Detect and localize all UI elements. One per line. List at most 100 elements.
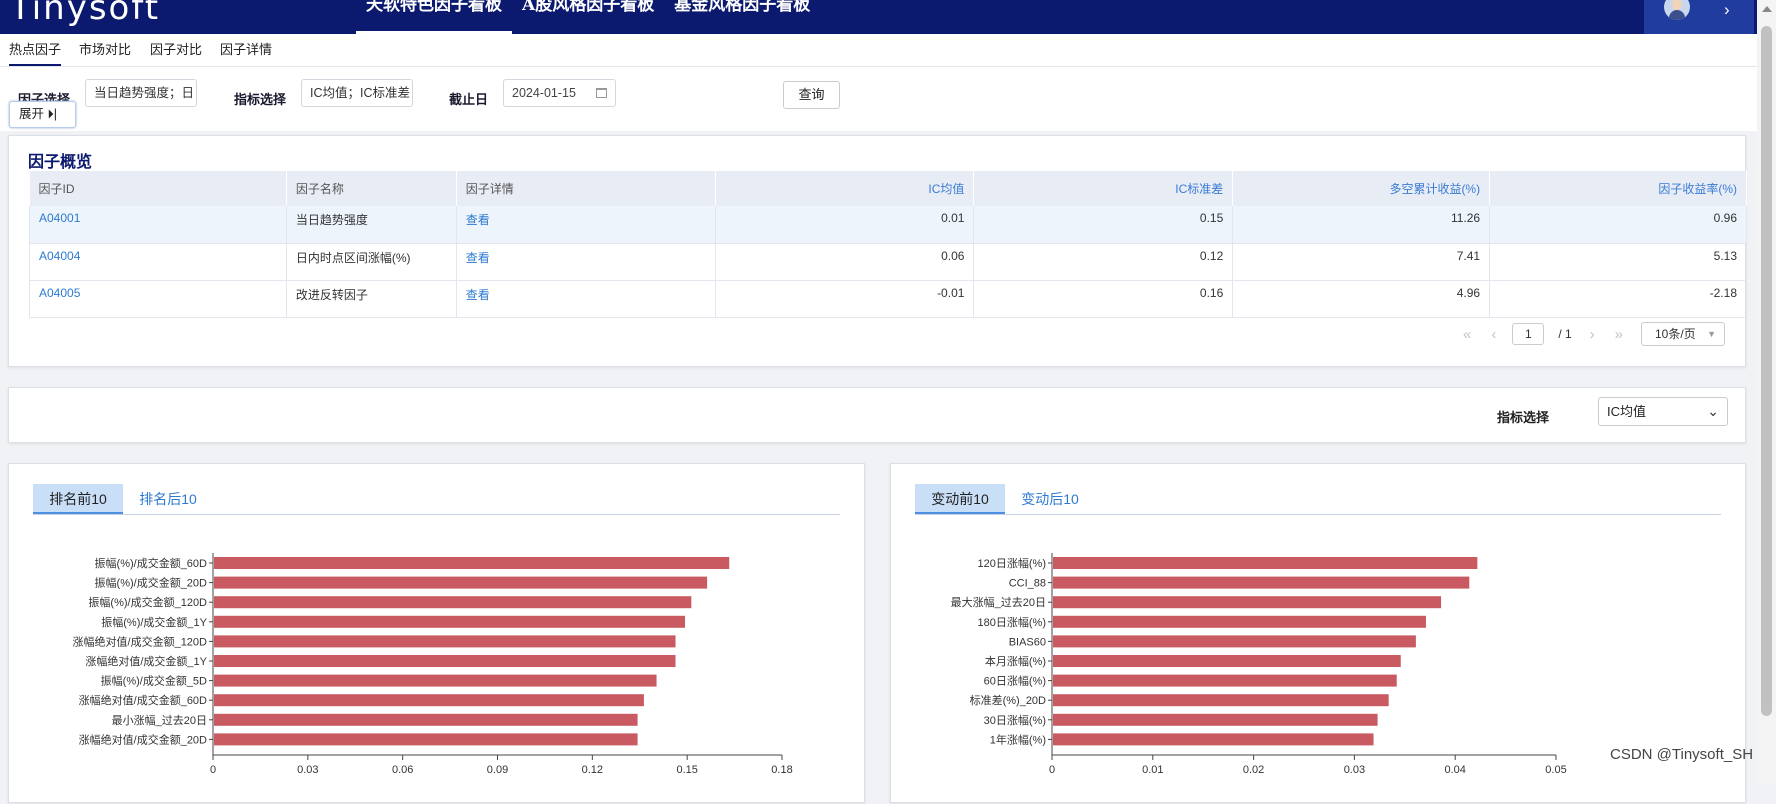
- col-factor-name[interactable]: 因子名称: [286, 171, 457, 206]
- view-detail-link[interactable]: 查看: [456, 206, 716, 244]
- chevron-right-icon[interactable]: ›: [1724, 0, 1730, 19]
- col-ls-return[interactable]: 多空累计收益(%): [1232, 171, 1491, 206]
- bar[interactable]: [214, 557, 730, 569]
- bar[interactable]: [1053, 694, 1389, 707]
- bar[interactable]: [214, 674, 657, 687]
- watermark: CSDN @Tinysoft_SH: [1610, 746, 1754, 763]
- indicator-select-input[interactable]: IC均值；IC标准差: [301, 79, 413, 107]
- factor-id-link[interactable]: A04001: [29, 206, 287, 244]
- view-detail-link[interactable]: 查看: [456, 243, 716, 281]
- last-page-icon[interactable]: »: [1614, 325, 1623, 343]
- x-tick-label: 0.15: [676, 764, 697, 776]
- change-chart-card: 变动前10 变动后10 120日涨幅(%) CCI_88 最大涨幅_过去20日 180…: [890, 463, 1746, 803]
- bar[interactable]: [214, 655, 676, 667]
- bar[interactable]: [214, 635, 676, 648]
- bar[interactable]: [1053, 635, 1416, 648]
- bar[interactable]: [214, 733, 638, 746]
- category-label: 涨幅绝对值/成交金额_1Y: [85, 654, 207, 668]
- user-area[interactable]: ›: [1644, 0, 1754, 34]
- bar[interactable]: [1053, 557, 1478, 569]
- filter-bar: 因子选择 当日趋势强度；日 指标选择 IC均值；IC标准差 截止日 2024-0…: [0, 67, 1757, 131]
- tab-factor-compare[interactable]: 因子对比: [150, 42, 203, 57]
- rank-tabs: 排名前10 排名后10: [33, 484, 840, 515]
- x-tick-label: 0.18: [771, 764, 792, 776]
- col-factor-return[interactable]: 因子收益率(%): [1489, 171, 1747, 206]
- page-size-select[interactable]: 10条/页 ▼: [1641, 322, 1725, 346]
- overview-title: 因子概览: [28, 154, 93, 171]
- factor-name: 当日趋势强度: [286, 206, 457, 244]
- view-detail-link[interactable]: 查看: [456, 280, 716, 318]
- indicator-label: 指标选择: [1496, 410, 1549, 425]
- bar[interactable]: [1053, 733, 1374, 746]
- first-page-icon[interactable]: «: [1462, 325, 1472, 343]
- tab-change-top10[interactable]: 变动前10: [915, 484, 1005, 514]
- x-tick-label: 0.09: [487, 764, 508, 776]
- bar[interactable]: [1053, 596, 1442, 609]
- factor-select-input[interactable]: 当日趋势强度；日: [85, 79, 197, 107]
- bar[interactable]: [1053, 655, 1401, 667]
- sub-nav: 热点因子 市场对比 因子对比 因子详情: [0, 34, 1757, 67]
- ic-mean-value: 0.01: [715, 206, 975, 244]
- x-tick-label: 0.01: [1142, 764, 1163, 776]
- overview-table: 因子ID 因子名称 因子详情 IC均值 IC标准差 多空累计收益(%) 因子收益…: [29, 171, 1747, 318]
- bar[interactable]: [214, 576, 708, 589]
- bar[interactable]: [1053, 674, 1397, 687]
- x-tick-label: 0.03: [1344, 764, 1365, 776]
- end-date-value: 2024-01-15: [512, 86, 576, 100]
- bar[interactable]: [1053, 576, 1470, 589]
- calendar-icon[interactable]: [596, 88, 607, 98]
- tab-factor-detail[interactable]: 因子详情: [220, 42, 273, 57]
- col-factor-id[interactable]: 因子ID: [29, 171, 287, 206]
- top-header: Tinysoft 天软特色因子看板 A股风格因子看板 基金风格因子看板 ›: [0, 0, 1757, 34]
- tab-market-compare[interactable]: 市场对比: [79, 42, 132, 57]
- indicator-select-value: IC均值: [1607, 404, 1647, 419]
- bar[interactable]: [1053, 713, 1378, 726]
- expand-button[interactable]: 展开 ⏵|: [9, 101, 76, 128]
- ic-std-value: 0.12: [973, 243, 1234, 281]
- page-number-input[interactable]: 1: [1512, 323, 1545, 345]
- factor-id-link[interactable]: A04004: [29, 243, 287, 281]
- scroll-up-icon[interactable]: [1762, 6, 1772, 12]
- col-factor-detail[interactable]: 因子详情: [456, 171, 716, 206]
- prev-page-icon[interactable]: ‹: [1491, 325, 1497, 343]
- category-label: BIAS60: [1009, 636, 1046, 648]
- x-tick-label: 0.04: [1444, 764, 1465, 776]
- chevron-down-icon: ⌄: [1707, 403, 1719, 419]
- query-button[interactable]: 查询: [783, 81, 840, 109]
- indicator-select[interactable]: IC均值 ⌄: [1598, 397, 1728, 426]
- x-tick-label: 0.06: [392, 764, 413, 776]
- factor-overview-card: 因子概览 因子ID 因子名称 因子详情 IC均值 IC标准差 多空累计收益(%)…: [8, 135, 1747, 367]
- tab-top10[interactable]: 排名前10: [33, 484, 123, 514]
- top-nav-a-share-factors[interactable]: A股风格因子看板: [522, 0, 655, 15]
- bar[interactable]: [214, 713, 638, 726]
- bar[interactable]: [214, 694, 644, 707]
- category-label: 振幅(%)/成交金额_5D: [101, 674, 207, 688]
- top-nav-fund-factors[interactable]: 基金风格因子看板: [674, 0, 811, 15]
- x-tick-label: 0.02: [1243, 764, 1264, 776]
- next-page-icon[interactable]: ›: [1589, 325, 1595, 343]
- ic-std-value: 0.16: [973, 280, 1234, 318]
- factor-id-link[interactable]: A04005: [29, 280, 287, 318]
- page-scrollbar[interactable]: [1757, 0, 1776, 783]
- table-row[interactable]: A04004 日内时点区间涨幅(%) 查看 0.06 0.12 7.41 5.1…: [29, 243, 1747, 281]
- x-tick-label: 0: [210, 764, 216, 776]
- top-nav-tinysoft-factors[interactable]: 天软特色因子看板: [356, 0, 512, 34]
- end-date-label: 截止日: [449, 92, 489, 107]
- bar[interactable]: [214, 596, 692, 609]
- ic-mean-value: -0.01: [715, 280, 975, 318]
- page-size-value: 10条/页: [1655, 327, 1696, 341]
- col-ic-std[interactable]: IC标准差: [973, 171, 1234, 206]
- scroll-thumb[interactable]: [1761, 26, 1772, 716]
- bar[interactable]: [1053, 615, 1426, 628]
- tab-hot-factors[interactable]: 热点因子: [9, 34, 62, 66]
- end-date-input[interactable]: 2024-01-15: [503, 79, 616, 107]
- table-row[interactable]: A04005 改进反转因子 查看 -0.01 0.16 4.96 -2.18: [29, 280, 1747, 318]
- tab-change-bottom10[interactable]: 变动后10: [1021, 491, 1079, 507]
- table-header-row: 因子ID 因子名称 因子详情 IC均值 IC标准差 多空累计收益(%) 因子收益…: [29, 171, 1747, 206]
- category-label: 涨幅绝对值/成交金额_20D: [79, 732, 207, 746]
- col-ic-mean[interactable]: IC均值: [715, 171, 975, 206]
- tab-bottom10[interactable]: 排名后10: [139, 491, 197, 507]
- table-row[interactable]: A04001 当日趋势强度 查看 0.01 0.15 11.26 0.96: [29, 206, 1747, 244]
- bar[interactable]: [214, 615, 686, 628]
- avatar[interactable]: [1664, 0, 1690, 20]
